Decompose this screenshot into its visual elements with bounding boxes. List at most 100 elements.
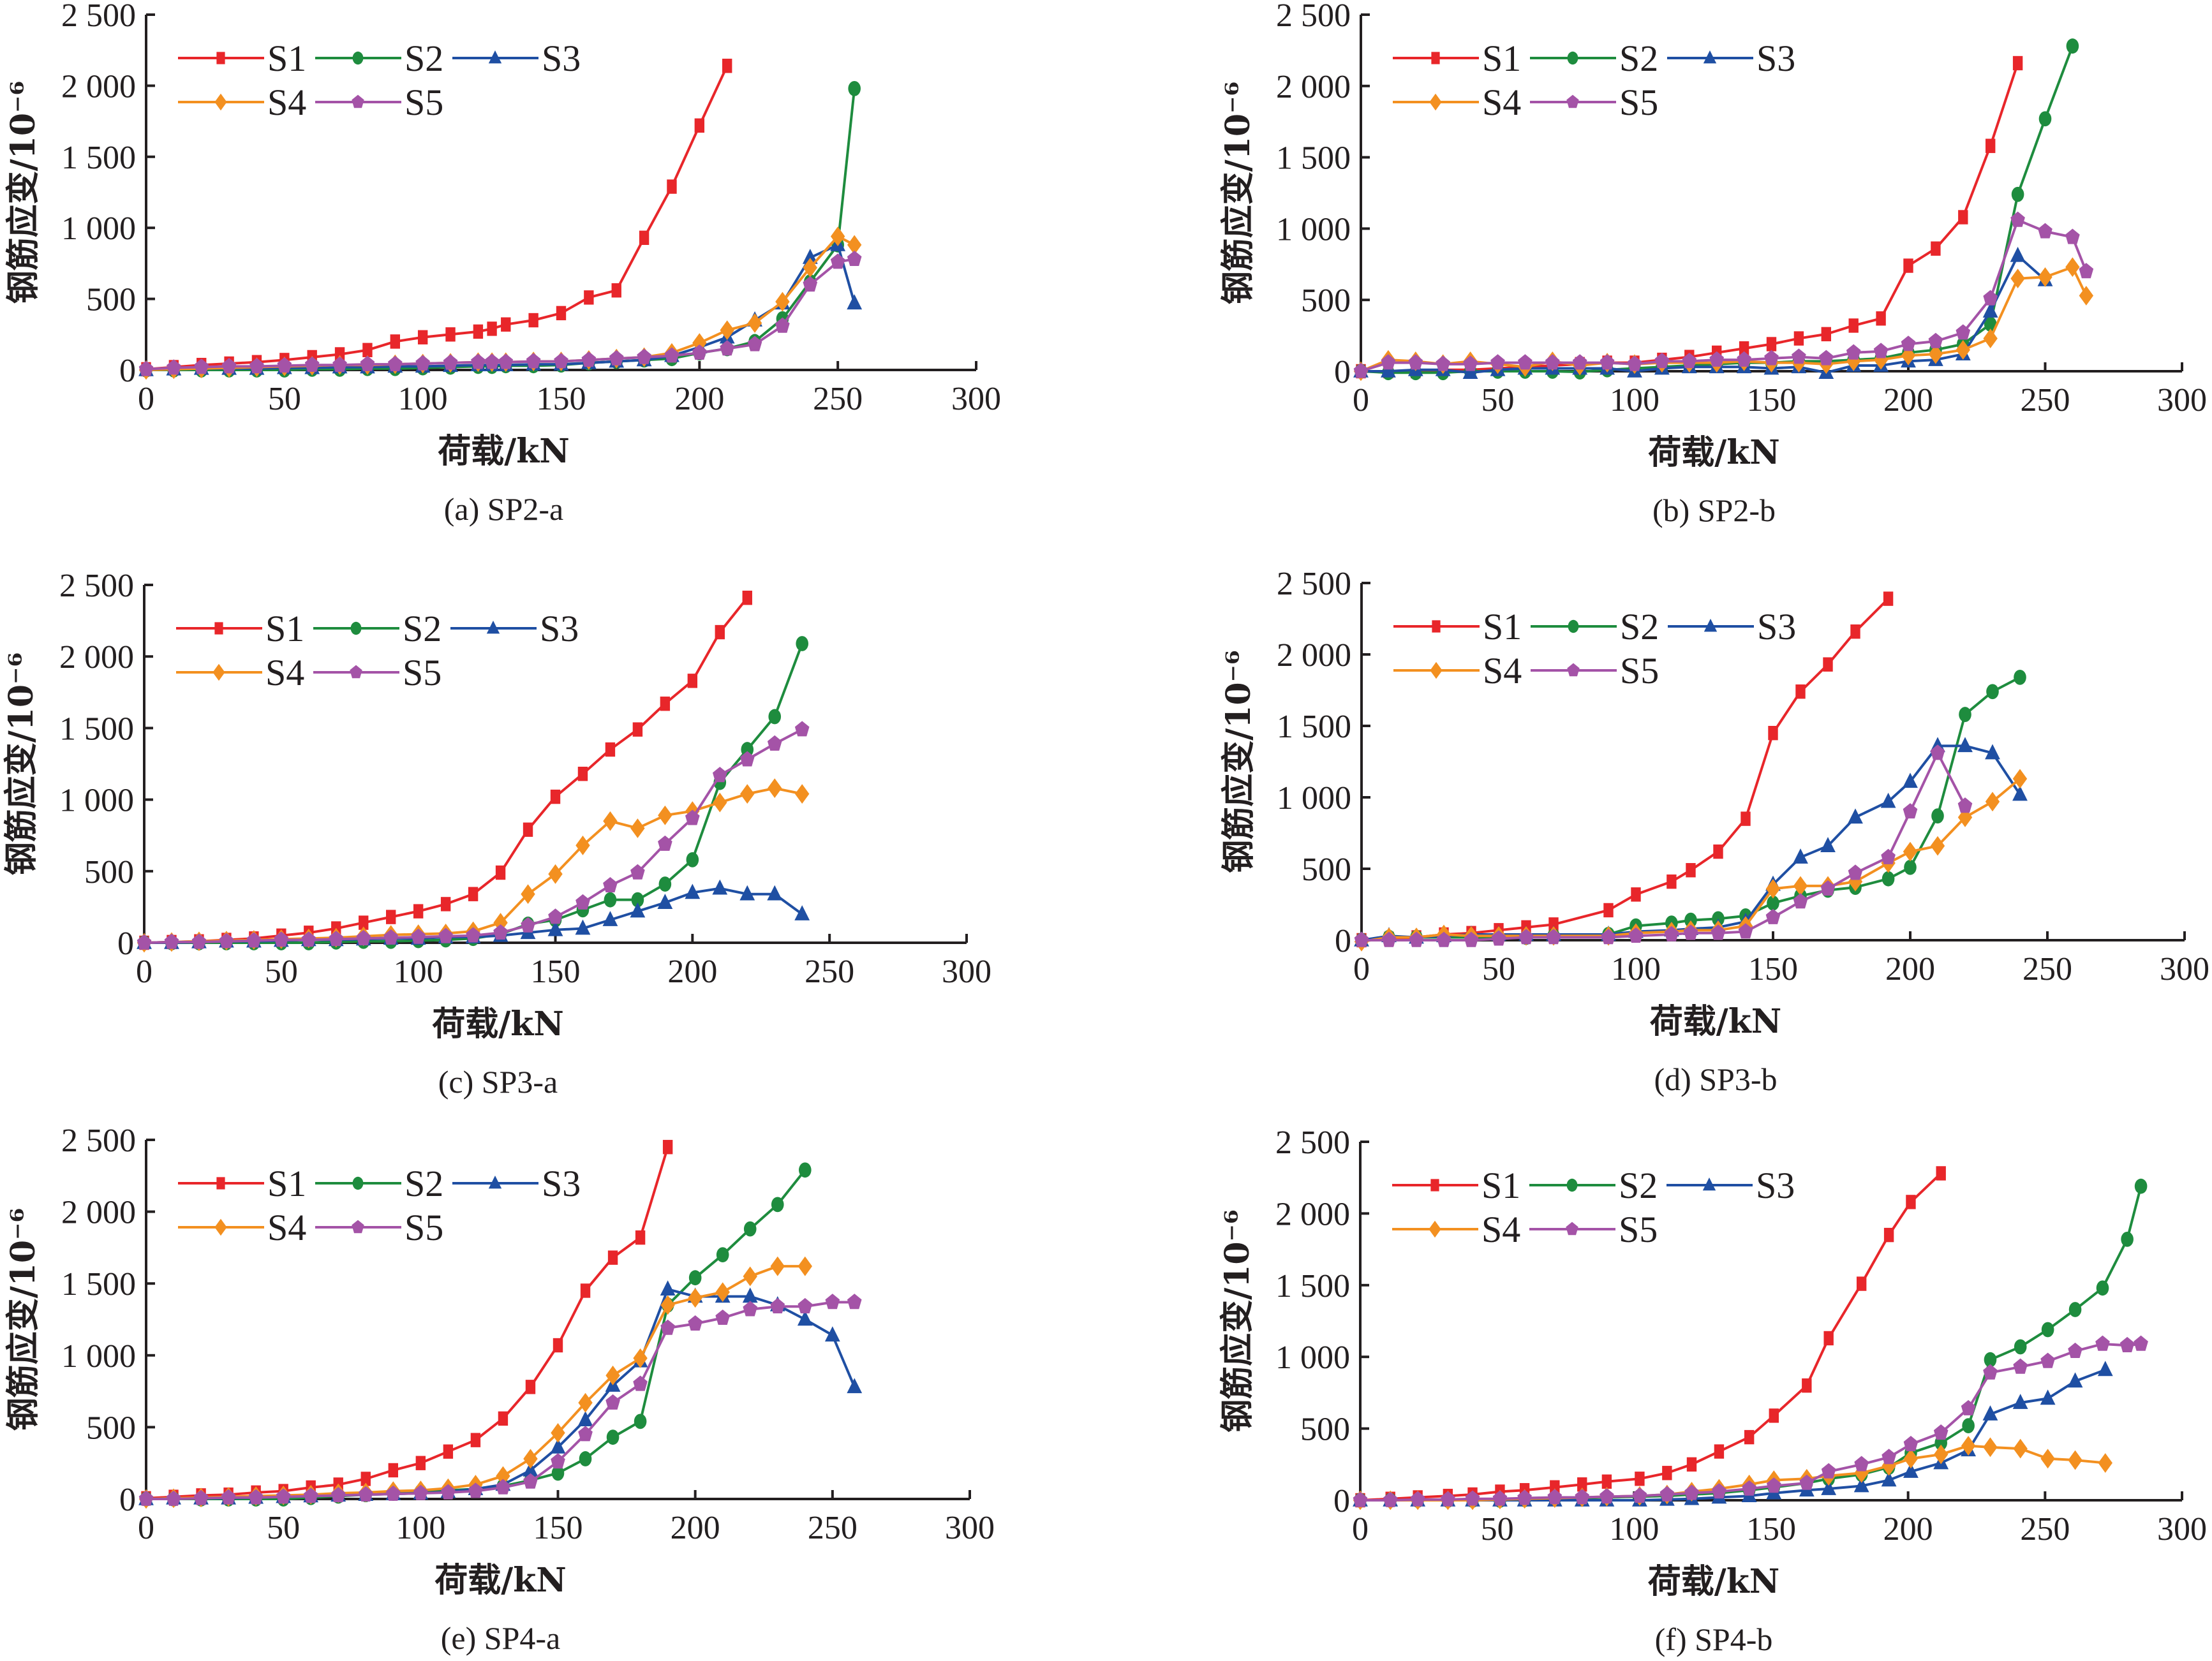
data-point-s5 bbox=[1903, 1436, 1919, 1452]
data-point-s1 bbox=[639, 230, 649, 245]
x-tick-label: 150 bbox=[1748, 951, 1798, 987]
series-line-s4 bbox=[145, 235, 856, 371]
chart-caption: (b) SP2-b bbox=[1652, 492, 1776, 528]
series-line-s2 bbox=[146, 88, 856, 371]
x-axis-title: 荷载/kN bbox=[1648, 1562, 1780, 1601]
data-point-s5 bbox=[360, 355, 375, 371]
data-point-s1 bbox=[687, 674, 698, 688]
series-s1 bbox=[139, 590, 752, 950]
legend-label: S1 bbox=[267, 38, 306, 79]
data-point-s4 bbox=[775, 292, 790, 312]
data-point-s5 bbox=[246, 932, 262, 948]
data-point-s3 bbox=[1820, 837, 1836, 852]
legend-marker-s2 bbox=[352, 1176, 364, 1190]
y-tick-label: 2 500 bbox=[59, 568, 134, 604]
data-point-s5 bbox=[1799, 1474, 1815, 1490]
y-tick-label: 0 bbox=[119, 353, 136, 389]
data-point-s3 bbox=[575, 919, 591, 935]
data-point-s1 bbox=[667, 179, 677, 194]
x-tick-label: 250 bbox=[808, 1510, 857, 1546]
x-axis-title: 荷载/kN bbox=[1648, 433, 1780, 472]
legend-label: S2 bbox=[403, 608, 442, 649]
x-tick-label: 200 bbox=[1883, 1511, 1933, 1547]
legend-label: S1 bbox=[1481, 1165, 1520, 1206]
data-point-s5 bbox=[166, 1490, 181, 1506]
data-point-s5 bbox=[466, 927, 480, 943]
series-s2 bbox=[1355, 38, 2079, 381]
data-point-s1 bbox=[577, 767, 588, 781]
legend-label: S3 bbox=[540, 608, 579, 649]
legend-label: S3 bbox=[1756, 1165, 1795, 1206]
data-point-s1 bbox=[607, 1250, 618, 1265]
legend-label: S2 bbox=[1620, 606, 1659, 647]
legend-marker-s5 bbox=[1566, 1222, 1578, 1236]
chart-panel-5: 0 50 100 150 200 250 300 0 500 1 000 1 500 2 000 2 5… bbox=[4, 1123, 995, 1656]
y-axis-title: 钢筋应变/10⁻⁶ bbox=[2, 653, 41, 876]
data-point-s1 bbox=[1986, 138, 1996, 153]
data-point-s5 bbox=[1572, 354, 1587, 370]
chart-caption: (e) SP4-a bbox=[441, 1620, 560, 1656]
x-tick-label: 100 bbox=[1609, 1511, 1659, 1547]
data-point-s5 bbox=[332, 356, 347, 372]
data-point-s3 bbox=[1881, 1471, 1897, 1487]
data-point-s1 bbox=[388, 1463, 398, 1478]
data-point-s4 bbox=[715, 1282, 730, 1303]
data-point-s5 bbox=[1711, 924, 1726, 940]
legend-label: S3 bbox=[542, 38, 581, 79]
data-point-s5 bbox=[1881, 848, 1896, 864]
data-point-s4 bbox=[770, 1256, 785, 1276]
data-point-s5 bbox=[692, 344, 707, 360]
data-point-s5 bbox=[1436, 931, 1451, 947]
data-point-s4 bbox=[1901, 346, 1916, 365]
series-s5 bbox=[1354, 744, 1973, 947]
data-point-s5 bbox=[304, 356, 320, 372]
legend-label: S4 bbox=[1482, 82, 1521, 123]
data-point-s4 bbox=[740, 784, 755, 804]
x-tick-label: 0 bbox=[1352, 1511, 1369, 1547]
x-tick-label: 300 bbox=[2157, 382, 2207, 418]
y-tick-label: 500 bbox=[1301, 283, 1351, 319]
data-point-s5 bbox=[1518, 929, 1534, 945]
legend-item-s3: S3 bbox=[452, 1163, 581, 1204]
data-point-s3 bbox=[1381, 362, 1396, 378]
data-point-s5 bbox=[1664, 926, 1679, 941]
data-point-s3 bbox=[657, 894, 673, 909]
data-point-s3 bbox=[767, 885, 783, 901]
data-point-s1 bbox=[1714, 1444, 1725, 1459]
data-point-s4 bbox=[1957, 807, 1973, 827]
data-point-s3 bbox=[824, 1326, 840, 1342]
data-point-s4 bbox=[1930, 836, 1945, 856]
data-point-s4 bbox=[575, 836, 590, 855]
data-point-s3 bbox=[550, 1438, 566, 1454]
data-point-s3 bbox=[2097, 1361, 2113, 1377]
legend-marker-s4 bbox=[1429, 1220, 1441, 1238]
x-tick-label: 150 bbox=[531, 954, 581, 990]
data-point-s3 bbox=[742, 1287, 758, 1303]
data-point-s5 bbox=[1766, 1477, 1781, 1493]
data-point-s1 bbox=[417, 330, 428, 344]
data-point-s5 bbox=[1709, 351, 1725, 367]
data-point-s5 bbox=[191, 933, 207, 949]
data-point-s3 bbox=[1982, 1405, 1998, 1421]
legend-item-s3: S3 bbox=[1667, 38, 1795, 79]
series-line-s5 bbox=[144, 728, 803, 944]
legend-label: S2 bbox=[405, 38, 443, 79]
legend-item-s1: S1 bbox=[1393, 38, 1521, 79]
y-tick-label: 2 500 bbox=[61, 0, 136, 34]
data-point-s5 bbox=[715, 1309, 731, 1325]
data-point-s5 bbox=[1463, 355, 1478, 371]
data-point-s3 bbox=[712, 879, 728, 895]
data-point-s5 bbox=[798, 1297, 813, 1313]
legend-label: S5 bbox=[403, 652, 442, 693]
data-point-s2 bbox=[579, 1451, 592, 1466]
data-point-s1 bbox=[1793, 331, 1804, 346]
legend-label: S4 bbox=[265, 652, 304, 693]
x-tick-label: 300 bbox=[951, 381, 1001, 417]
data-point-s4 bbox=[768, 778, 782, 799]
data-point-s4 bbox=[2012, 769, 2028, 789]
data-point-s4 bbox=[660, 1295, 675, 1315]
legend-label: S4 bbox=[1481, 1209, 1520, 1250]
chart-panel-4: 0 50 100 150 200 250 300 0 500 1 000 1 500 2 000 2 5… bbox=[1219, 566, 2209, 1097]
data-point-s5 bbox=[1491, 930, 1506, 946]
series-line-s5 bbox=[146, 1301, 855, 1500]
